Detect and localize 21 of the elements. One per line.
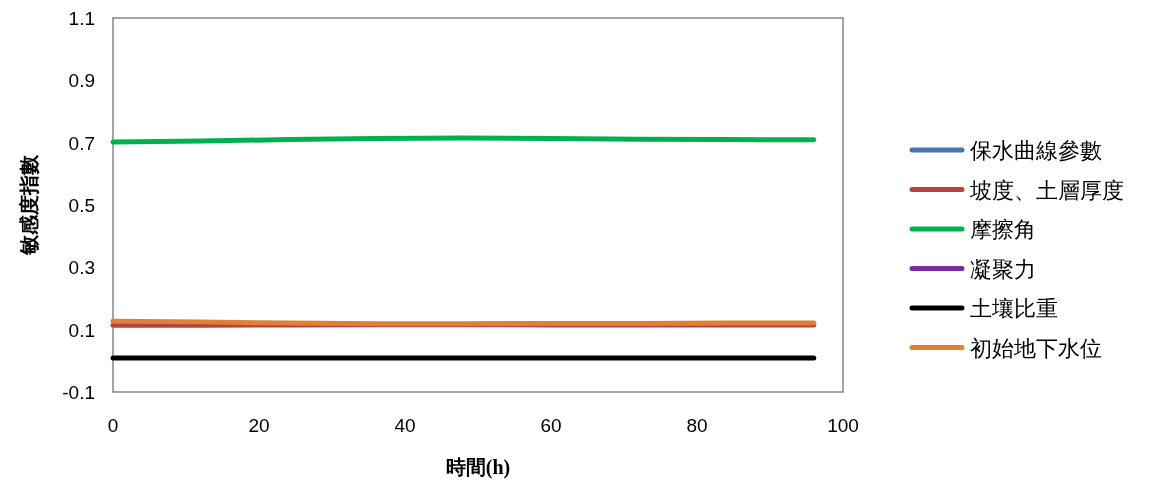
y-tick-label: 1.1: [68, 8, 95, 29]
x-tick-label: 40: [394, 415, 416, 436]
x-axis-title: 時間(h): [445, 456, 511, 479]
x-tick-label: 0: [107, 415, 119, 436]
legend-label: 土壤比重: [970, 296, 1058, 321]
x-tick-label: 60: [540, 415, 562, 436]
y-tick-label: 0.7: [68, 132, 95, 154]
legend-label: 坡度、土層厚度: [969, 177, 1124, 203]
x-tick-label: 80: [686, 415, 708, 436]
y-tick-label: 0.1: [68, 319, 95, 341]
x-tick-label: 20: [248, 415, 270, 436]
y-tick-label: 0.5: [68, 195, 95, 216]
y-tick-label: -0.1: [62, 382, 95, 403]
legend-label: 初始地下水位: [970, 335, 1102, 361]
y-tick-label: 0.3: [68, 257, 95, 279]
y-axis-title: 敏感度指數: [18, 154, 40, 256]
y-tick-label: 0.9: [68, 70, 95, 92]
legend-label: 凝聚力: [970, 256, 1036, 282]
x-tick-label: 100: [827, 415, 859, 436]
legend-label: 摩擦角: [970, 217, 1036, 242]
legend-label: 保水曲線參數: [970, 138, 1102, 163]
